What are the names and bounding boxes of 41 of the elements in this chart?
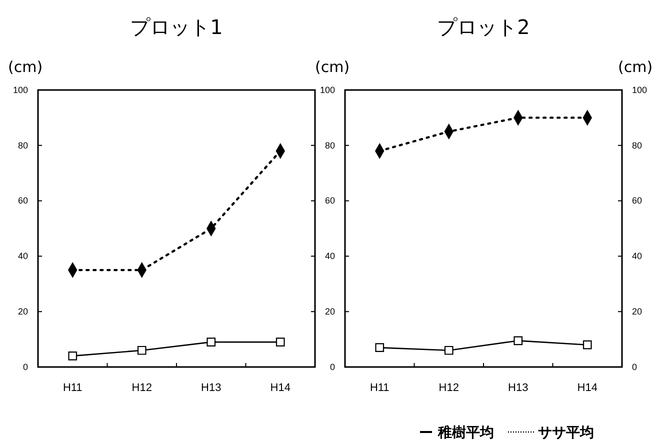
y2-axis-title: (cm) [618,58,653,76]
y-tick-label: 100 [320,84,335,95]
y-tick-label: 20 [18,306,28,316]
y-tick-label: 20 [324,306,335,316]
x-tick-label: H14 [577,382,598,394]
x-tick-label: H13 [508,382,528,394]
point [276,338,285,346]
x-tick-label: H14 [270,382,290,394]
y-tick-label: 80 [324,140,335,150]
point [444,346,454,355]
y-tick-label: 0 [22,362,28,372]
point [375,343,384,352]
y-tick-label: 0 [330,362,335,372]
point [68,351,78,360]
chart-title: プロット2 [437,15,530,39]
chart-title: プロット1 [130,15,223,39]
y-tick-label: 100 [12,84,28,95]
x-tick-label: H13 [201,382,222,394]
y2-tick-label: 80 [632,140,642,150]
y2-tick-label: 0 [632,362,638,372]
point [582,340,592,350]
y2-tick-label: 100 [632,84,648,95]
x-tick-label: H12 [438,382,459,394]
legend-label: ササ平均 [538,425,594,441]
x-tick-label: H11 [62,382,82,394]
point [514,336,523,346]
y-tick-label: 60 [324,196,335,206]
point [206,338,216,346]
y2-tick-label: 60 [632,196,642,206]
x-tick-label: H11 [370,382,390,394]
y-tick-label: 40 [324,251,335,262]
y-tick-label: 80 [18,140,28,150]
point [137,346,146,355]
legend-label: 稚樹平均 [437,425,494,441]
y-tick-label: 40 [18,251,28,262]
y2-tick-label: 40 [632,251,642,262]
y-tick-label: 60 [18,196,28,206]
y-axis-title: (cm) [315,58,350,76]
x-tick-label: H12 [132,382,152,394]
y2-tick-label: 20 [632,306,642,316]
y-axis-title: (cm) [8,58,43,76]
